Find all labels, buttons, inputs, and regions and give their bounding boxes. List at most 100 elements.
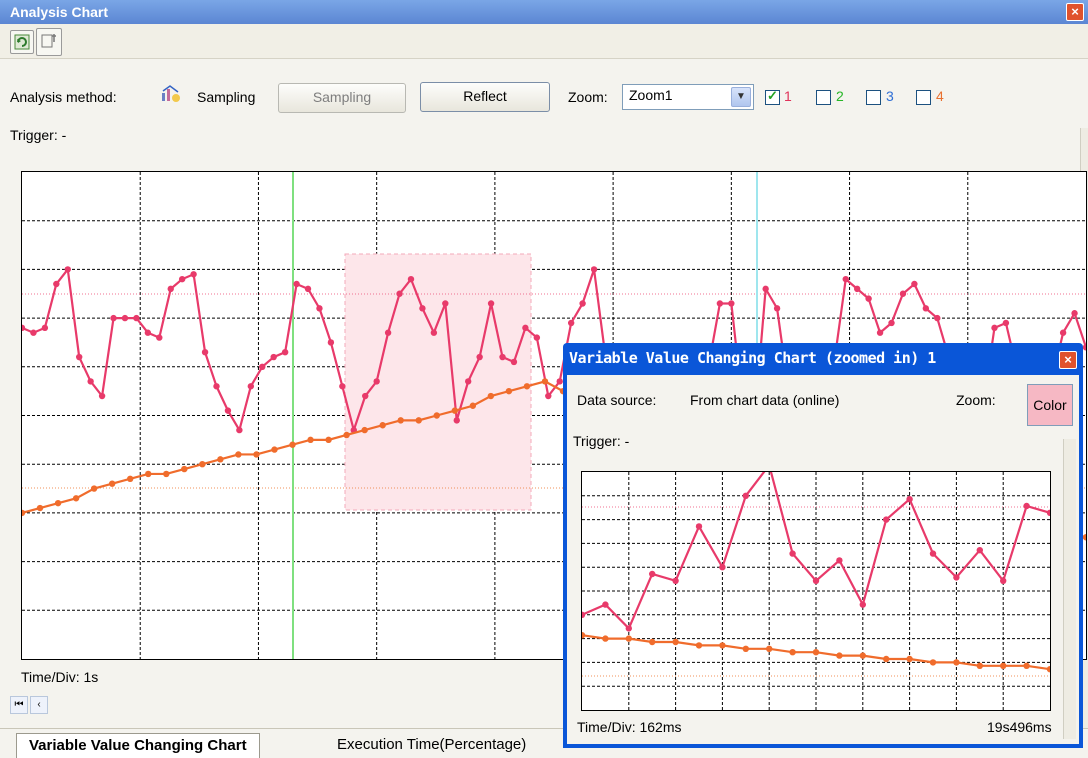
popup-trigger-label: Trigger: -	[573, 433, 630, 449]
series-1-point	[742, 492, 749, 499]
series-1-point	[121, 314, 129, 322]
series-2-point	[976, 662, 983, 669]
series-1-line	[21, 266, 1088, 434]
series-2-point	[953, 659, 960, 666]
series-1-point	[476, 353, 483, 361]
series-1-point	[87, 378, 94, 385]
zoom-label: Zoom:	[568, 89, 608, 105]
series-2-point	[812, 649, 820, 656]
series-2-point	[181, 465, 188, 473]
scroll-to-start-icon[interactable]: ⏮	[10, 696, 28, 714]
series-2-point	[789, 649, 796, 656]
series-2-point	[253, 451, 260, 458]
series-1-point	[1002, 319, 1010, 327]
series-1-point	[41, 324, 49, 332]
series-2-point	[289, 441, 296, 448]
series-2-point	[602, 635, 609, 642]
channel-1-checkbox[interactable]	[765, 88, 780, 105]
series-1-point	[991, 324, 998, 332]
series-1-point	[407, 275, 415, 283]
series-2-point	[487, 392, 495, 400]
popup-close-icon[interactable]: ×	[1059, 351, 1077, 369]
series-1-point	[883, 516, 890, 523]
series-2-point	[836, 652, 843, 659]
channel-4-checkbox[interactable]	[916, 90, 931, 105]
series-2-point	[541, 378, 549, 385]
series-1-point	[270, 353, 277, 361]
series-1-point	[304, 285, 312, 293]
series-1-point	[259, 363, 266, 370]
zoom-select[interactable]: Zoom1 ▼	[622, 84, 754, 110]
series-1-point	[876, 329, 884, 336]
series-1-point	[30, 329, 37, 336]
analysis-method-icon[interactable]	[160, 83, 182, 108]
series-1-point	[672, 577, 679, 584]
series-2-point	[672, 638, 679, 646]
refresh-button[interactable]	[10, 30, 34, 54]
series-2-point	[451, 407, 459, 414]
series-1-point	[533, 334, 541, 341]
series-2-point	[145, 470, 152, 478]
series-2-point	[625, 635, 632, 642]
series-1-point	[1082, 344, 1088, 351]
series-1-point	[836, 557, 843, 564]
series-1-point	[911, 280, 918, 288]
series-1-point	[716, 300, 724, 307]
series-1-point	[695, 523, 703, 530]
series-2-point	[906, 655, 913, 663]
series-1-point	[728, 300, 735, 307]
series-1-point	[156, 334, 163, 341]
series-2-point	[1000, 662, 1007, 669]
popup-zoom-label: Zoom:	[956, 392, 996, 408]
zoomed-chart-area[interactable]	[578, 462, 1054, 711]
series-1-point	[247, 383, 255, 390]
series-1-point	[487, 300, 495, 307]
channel-2-checkbox[interactable]	[816, 90, 831, 105]
series-1-point	[167, 285, 174, 293]
series-2-point	[217, 456, 224, 463]
popup-time-div-label: Time/Div: 162ms	[577, 719, 682, 735]
series-1-point	[906, 496, 913, 503]
series-2-point	[415, 417, 422, 424]
series-1-point	[590, 266, 598, 273]
sampling-button[interactable]: Sampling	[278, 83, 406, 113]
series-2-point	[271, 446, 278, 453]
analysis-method-label: Analysis method:	[10, 89, 117, 105]
series-1-point	[842, 275, 849, 283]
series-1-point	[625, 625, 632, 632]
series-2-point	[325, 436, 332, 444]
series-2-point	[199, 461, 206, 468]
series-1-point	[556, 378, 563, 385]
series-2-point	[163, 470, 170, 478]
chevron-down-icon[interactable]: ▼	[731, 87, 751, 107]
tab-variable-value-changing-chart[interactable]: Variable Value Changing Chart	[16, 733, 260, 758]
channel-3-label: 3	[886, 88, 894, 104]
data-source-label: Data source:	[577, 392, 657, 408]
series-2-point	[90, 485, 98, 492]
series-1-point	[773, 305, 781, 312]
scroll-left-icon[interactable]: ‹	[30, 696, 48, 714]
series-1-point	[236, 426, 243, 434]
reflect-button[interactable]: Reflect	[420, 82, 550, 112]
series-2-point	[1046, 666, 1054, 673]
series-1-point	[1023, 502, 1030, 510]
series-1-point	[929, 550, 937, 557]
chart-horizontal-scrollbar[interactable]: ⏮ ‹	[10, 696, 550, 716]
settings-tool-button[interactable]	[36, 28, 62, 56]
series-1-point	[510, 358, 518, 366]
series-2-point	[18, 509, 26, 517]
tab-execution-time[interactable]: Execution Time(Percentage)	[337, 736, 527, 753]
color-button[interactable]: Color	[1027, 384, 1073, 426]
series-1-point	[545, 392, 552, 400]
series-1-point	[327, 339, 335, 346]
series-1-point	[384, 329, 392, 336]
series-2-point	[1023, 662, 1030, 669]
channel-3-checkbox[interactable]	[866, 90, 881, 105]
zoomed-chart-svg[interactable]	[578, 462, 1054, 710]
series-1-point	[396, 290, 403, 297]
series-1-point	[190, 271, 197, 278]
window-title: Analysis Chart	[10, 4, 109, 20]
popup-scrollbar[interactable]	[1063, 439, 1076, 739]
close-icon[interactable]: ×	[1066, 3, 1084, 21]
series-1-point	[976, 547, 983, 554]
